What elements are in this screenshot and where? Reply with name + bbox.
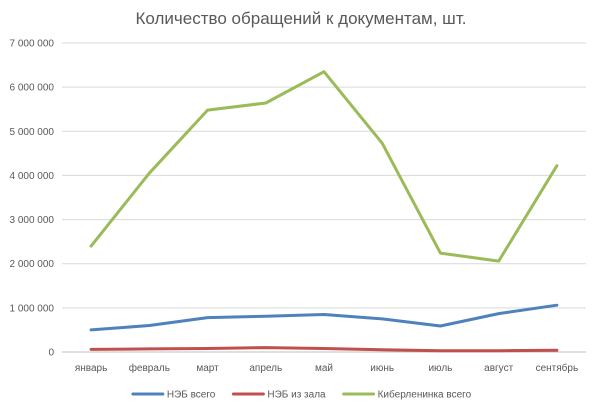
chart-title: Количество обращений к документам, шт. [136,9,467,28]
legend-label: Киберленинка всего [378,389,472,401]
series-lines [89,70,559,353]
x-tick-label: август [484,363,513,374]
series-line-1 [89,303,559,332]
y-tick-label: 4 000 000 [10,171,55,182]
y-tick-label: 3 000 000 [10,215,55,226]
series-line-3 [89,70,559,263]
x-tick-label: апрель [249,363,282,374]
y-axis: 0 1 000 000 2 000 000 3 000 000 4 000 000 5 0… [10,39,55,359]
series-line-2 [89,346,559,353]
legend-label: НЭБ всего [167,390,216,401]
y-tick-label: 7 000 000 [10,39,55,50]
gridlines [62,42,586,309]
x-tick-label: март [196,363,219,374]
x-tick-label: май [315,363,333,374]
x-axis: январь февраль март апрель май июнь июль август… [62,351,586,374]
x-tick-label: июль [428,363,452,374]
y-tick-label: 1 000 000 [10,303,55,314]
y-tick-label: 6 000 000 [10,83,55,94]
x-tick-label: сентябрь [536,362,579,374]
x-tick-label: февраль [129,362,170,374]
legend: НЭБ всего НЭБ из зала Киберленинка всего [131,389,472,401]
legend-item: НЭБ всего [131,390,216,401]
x-tick-label: июнь [370,363,394,374]
y-tick-label: 2 000 000 [10,259,55,270]
legend-item: НЭБ из зала [231,390,326,401]
legend-label: НЭБ из зала [267,390,326,401]
y-tick-label: 0 [48,348,54,359]
x-tick-label: январь [75,363,107,374]
y-tick-label: 5 000 000 [10,127,55,138]
legend-item: Киберленинка всего [342,389,472,401]
